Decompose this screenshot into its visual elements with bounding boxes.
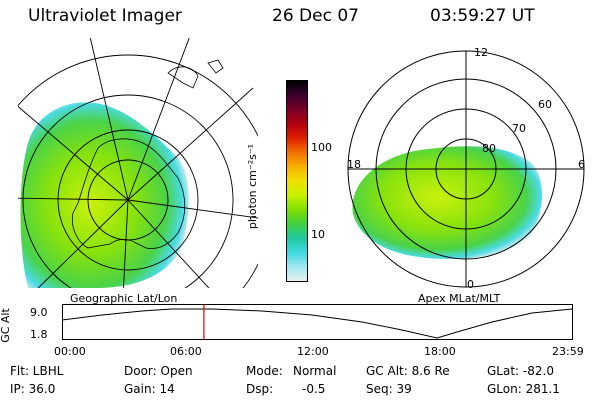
timeline-x-tick-0000: 00:00 [54, 345, 86, 358]
lat-circles [18, 54, 258, 288]
geographic-map-caption: Geographic Lat/Lon [70, 292, 178, 305]
colorbar-scale [286, 80, 308, 282]
glon-readout: GLon: 281.1 [487, 382, 560, 396]
observation-date: 26 Dec 07 [272, 6, 359, 26]
aurora-emission-left [20, 102, 189, 288]
timeline-x-tick-1800: 18:00 [424, 345, 456, 358]
timeline-x-tick-1200: 12:00 [297, 345, 329, 358]
mlt-label-6: 6 [578, 158, 585, 171]
lon-lines [18, 38, 258, 288]
mlat-label-60: 60 [538, 98, 552, 111]
mlat-label-70: 70 [512, 122, 526, 135]
apex-map-caption: Apex MLat/MLT [418, 292, 501, 305]
mlt-label-0: 0 [467, 278, 474, 291]
door-readout: Door: Open [124, 364, 193, 378]
colorbar-tick-10: 10 [311, 228, 325, 241]
filter-readout: Flt: LBHL [10, 364, 64, 378]
timeline-axis-label: GC Alt [0, 308, 12, 343]
colorbar-tick-100: 100 [311, 141, 332, 154]
mlt-label-18: 18 [347, 158, 361, 171]
timeline-y-tick-low: 1.8 [30, 328, 48, 341]
ip-readout: IP: 36.0 [10, 382, 56, 396]
gc-alt-readout: GC Alt: 8.6 Re [366, 364, 450, 378]
seq-readout: Seq: 39 [366, 382, 412, 396]
gain-readout: Gain: 14 [124, 382, 175, 396]
mlt-label-12: 12 [474, 46, 488, 59]
observation-time: 03:59:27 UT [430, 6, 535, 26]
aurora-emission-right [352, 146, 543, 259]
timeline-x-tick-0600: 06:00 [170, 345, 202, 358]
altitude-timeline [62, 304, 573, 340]
colorbar-unit-label: photon cm⁻²s⁻¹ [246, 143, 260, 230]
glat-readout: GLat: -82.0 [487, 364, 554, 378]
dsp-value: -0.5 [302, 382, 326, 396]
dsp-label: Dsp: [246, 382, 274, 396]
timeline-x-tick-2359: 23:59 [552, 345, 584, 358]
mode-label: Mode: [246, 364, 283, 378]
altitude-curve [62, 308, 573, 339]
instrument-title: Ultraviolet Imager [28, 6, 182, 26]
apex-mlt-map [347, 50, 585, 288]
mlt-lines [348, 51, 584, 287]
mode-value: Normal [293, 364, 337, 378]
geographic-map [18, 38, 258, 288]
timeline-y-tick-high: 9.0 [30, 306, 48, 319]
mlat-label-80: 80 [482, 142, 496, 155]
coastline [71, 138, 186, 249]
